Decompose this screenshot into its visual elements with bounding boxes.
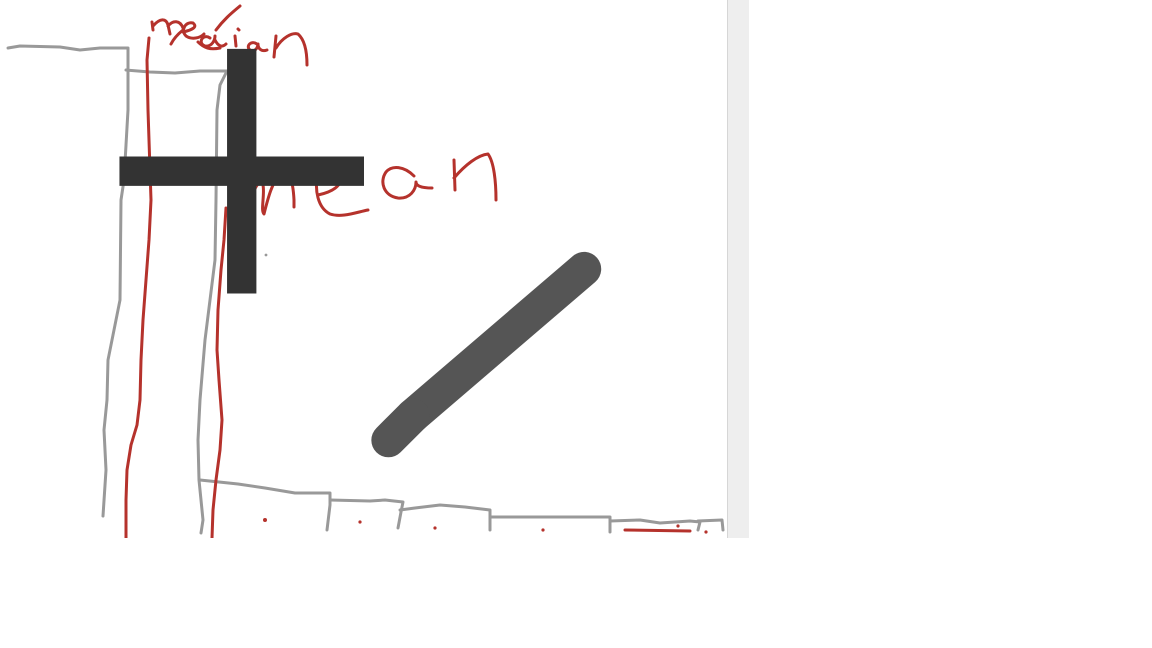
red-dot-6 [704,530,708,534]
vertical-scrollbar[interactable] [727,0,749,538]
stray-dot [264,253,268,257]
red-dot-5 [676,524,680,528]
histogram-bar-outline-6 [488,515,612,534]
pen-crosshair-cursor-icon [119,48,602,458]
baseline-red-segment [623,528,692,533]
red-dot-1 [263,518,267,522]
histogram-bar-outline-1 [6,44,130,518]
red-dot-3 [433,526,437,530]
median-line [124,36,153,538]
histogram-bar-outline-2 [124,68,229,535]
histogram-bar-outline-4 [328,498,405,530]
histogram-bar-outline-5 [398,503,492,532]
red-dot-4 [541,528,545,532]
mean-line [210,206,228,538]
red-dot-2 [358,520,362,524]
drawing-canvas[interactable]: median mean [0,0,728,538]
histogram-bar-outline-3 [198,478,332,532]
histogram-bar-outline-7 [608,518,725,532]
ink-layer [6,4,725,538]
median-handwriting [150,4,309,67]
